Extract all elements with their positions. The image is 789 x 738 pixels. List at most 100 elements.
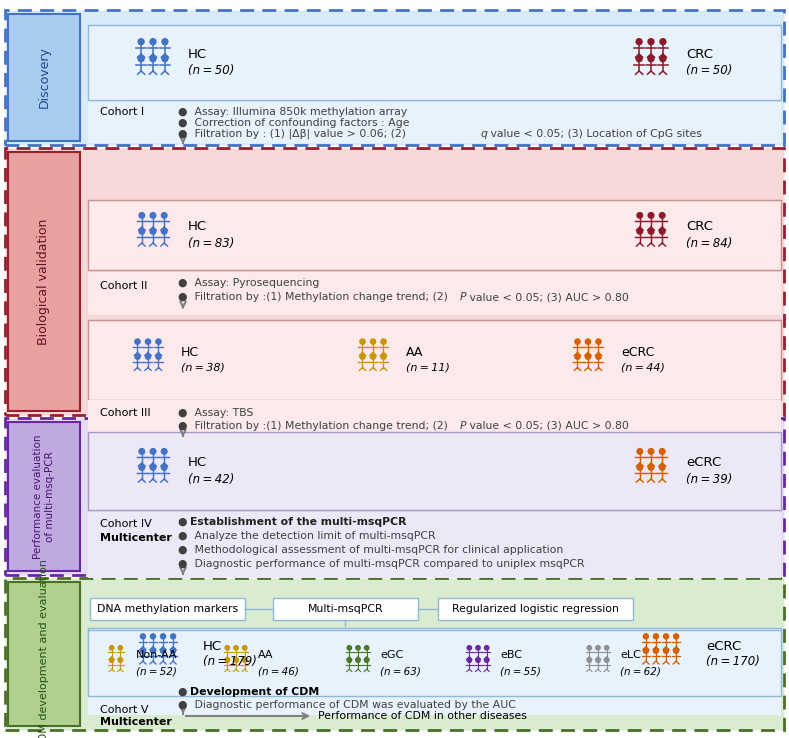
Circle shape (145, 339, 151, 344)
Circle shape (360, 354, 365, 359)
Circle shape (585, 339, 591, 344)
Text: ●  Assay: Pyrosequencing: ● Assay: Pyrosequencing (178, 278, 320, 288)
Text: (n = 11): (n = 11) (406, 363, 450, 373)
Circle shape (150, 38, 156, 45)
Circle shape (151, 634, 155, 639)
Text: Multicenter: Multicenter (100, 717, 172, 727)
Circle shape (649, 465, 654, 470)
Circle shape (596, 658, 600, 663)
Bar (8, 422, 80, 571)
Text: eCRC: eCRC (706, 640, 741, 652)
Text: ●  Assay: TBS: ● Assay: TBS (178, 408, 253, 418)
Text: (n = 170): (n = 170) (706, 655, 760, 669)
Circle shape (135, 339, 140, 344)
Circle shape (110, 646, 114, 650)
Bar (88, 512, 781, 578)
Text: Discovery: Discovery (38, 46, 50, 108)
Text: eBC: eBC (500, 650, 522, 660)
Text: P: P (460, 292, 466, 302)
Text: ●: ● (178, 517, 195, 527)
Text: HC: HC (188, 48, 208, 61)
Text: value < 0.05; (3) AUC > 0.80: value < 0.05; (3) AUC > 0.80 (466, 421, 629, 431)
Circle shape (138, 38, 144, 45)
Text: CDM development and evaluation: CDM development and evaluation (39, 559, 49, 738)
Text: eGC: eGC (380, 650, 403, 660)
Text: Cohort I: Cohort I (100, 107, 144, 117)
Circle shape (139, 465, 144, 470)
Text: eLC: eLC (620, 650, 641, 660)
Circle shape (585, 354, 591, 359)
Circle shape (356, 646, 360, 650)
Bar (88, 102, 781, 143)
Text: HC: HC (203, 640, 222, 652)
Text: Performance evaluation
of multi-msq-PCR: Performance evaluation of multi-msq-PCR (33, 434, 54, 559)
Circle shape (674, 648, 679, 653)
Bar (8, 582, 80, 726)
Text: ●  Assay: Illumina 850k methylation array: ● Assay: Illumina 850k methylation array (178, 107, 407, 117)
Text: ●  Filtration by :(1) Methylation change trend; (2): ● Filtration by :(1) Methylation change … (178, 421, 451, 431)
Circle shape (636, 38, 642, 45)
Circle shape (637, 229, 642, 234)
Circle shape (596, 646, 600, 650)
Bar (88, 320, 781, 400)
Circle shape (604, 646, 609, 650)
Bar (438, 598, 633, 620)
Text: ●  Methodological assessment of multi-msqPCR for clinical application: ● Methodological assessment of multi-msq… (178, 545, 563, 555)
Circle shape (150, 229, 155, 234)
Text: AA: AA (406, 345, 424, 359)
Bar (88, 200, 781, 270)
Text: (n = 39): (n = 39) (686, 472, 732, 486)
Text: ●  Filtration by :(1) Methylation change trend; (2): ● Filtration by :(1) Methylation change … (178, 292, 451, 302)
Bar (88, 682, 781, 715)
Circle shape (150, 449, 155, 454)
Text: (n = 42): (n = 42) (188, 472, 234, 486)
Circle shape (360, 339, 365, 344)
Circle shape (139, 449, 144, 454)
Circle shape (156, 354, 161, 359)
Text: CRC: CRC (686, 221, 713, 233)
Text: Regularized logistic regression: Regularized logistic regression (452, 604, 619, 614)
Text: Multicenter: Multicenter (100, 534, 172, 543)
Circle shape (110, 658, 114, 663)
Circle shape (162, 229, 167, 234)
Circle shape (370, 354, 376, 359)
Text: (n = 55): (n = 55) (500, 666, 541, 676)
Circle shape (150, 55, 156, 62)
Text: Biological validation: Biological validation (38, 218, 50, 345)
Circle shape (162, 465, 167, 470)
Text: Performance of CDM in other diseases: Performance of CDM in other diseases (318, 711, 527, 721)
Text: (n = 44): (n = 44) (621, 363, 665, 373)
Circle shape (356, 658, 360, 663)
Text: HC: HC (188, 221, 208, 233)
Circle shape (649, 449, 654, 454)
Circle shape (643, 634, 649, 639)
Circle shape (575, 339, 580, 344)
Text: (n = 38): (n = 38) (181, 363, 225, 373)
Circle shape (643, 648, 649, 653)
Circle shape (660, 229, 665, 234)
Circle shape (160, 648, 166, 653)
Circle shape (140, 634, 145, 639)
Bar (88, 630, 781, 696)
Circle shape (648, 38, 654, 45)
Circle shape (660, 449, 665, 454)
Circle shape (139, 229, 144, 234)
Circle shape (596, 354, 601, 359)
Text: Development of CDM: Development of CDM (190, 687, 320, 697)
Circle shape (660, 55, 666, 62)
Text: ●  Diagnostic performance of CDM was evaluated by the AUC: ● Diagnostic performance of CDM was eval… (178, 700, 516, 710)
Circle shape (162, 449, 167, 454)
Text: HC: HC (188, 457, 208, 469)
Circle shape (156, 339, 161, 344)
Circle shape (660, 465, 665, 470)
Circle shape (575, 354, 580, 359)
Circle shape (664, 634, 668, 639)
Circle shape (150, 465, 155, 470)
Circle shape (150, 213, 155, 218)
Circle shape (234, 646, 238, 650)
Text: value < 0.05; (3) Location of CpG sites: value < 0.05; (3) Location of CpG sites (487, 129, 702, 139)
Circle shape (674, 634, 679, 639)
Bar (88, 400, 781, 442)
Text: DNA methylation markers: DNA methylation markers (97, 604, 238, 614)
Circle shape (660, 38, 666, 45)
